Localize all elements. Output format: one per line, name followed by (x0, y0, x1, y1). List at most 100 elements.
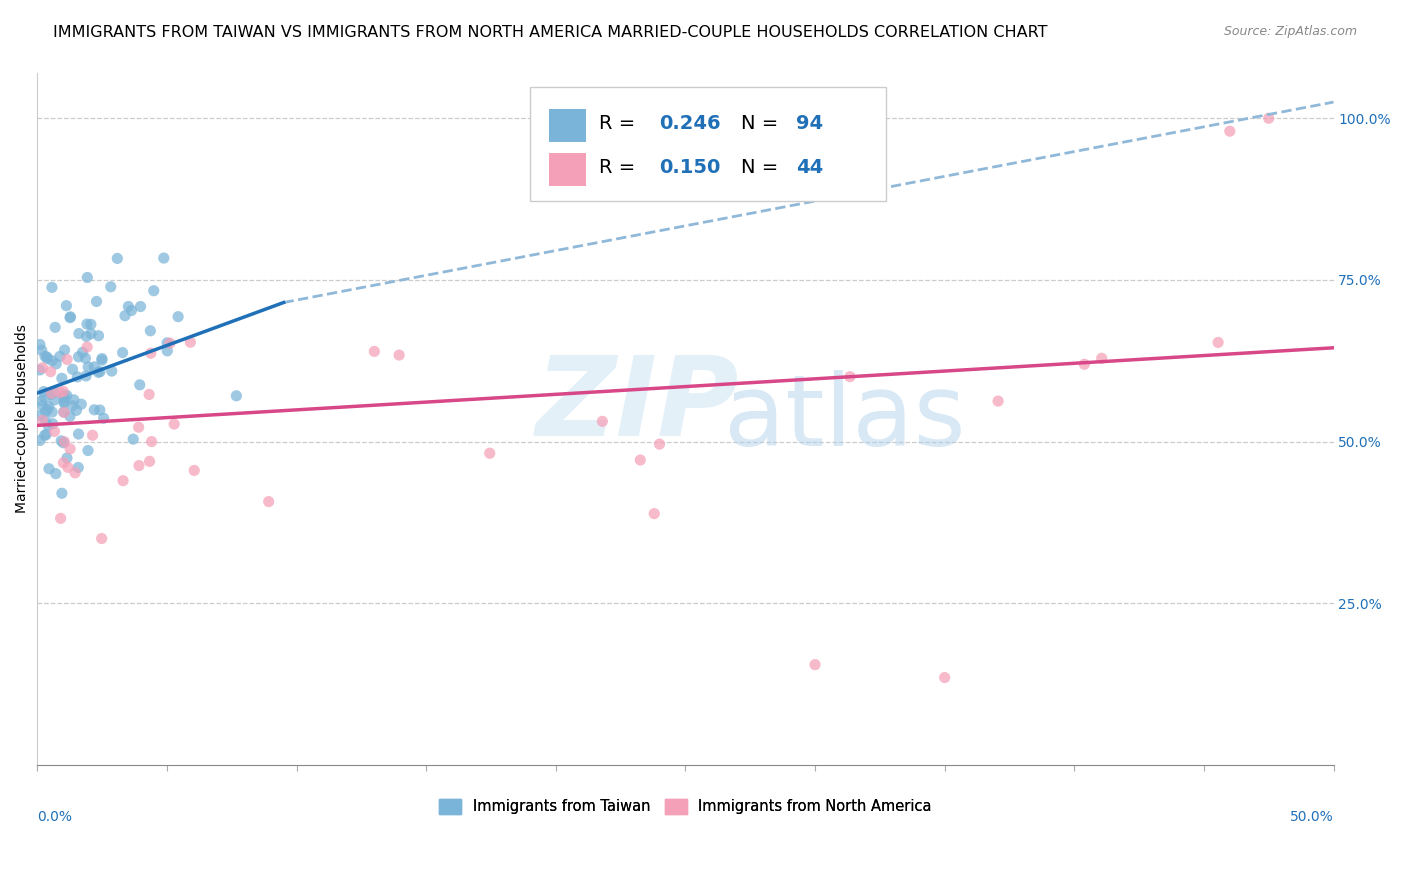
Legend: Immigrants from Taiwan, Immigrants from North America: Immigrants from Taiwan, Immigrants from … (433, 793, 938, 820)
Point (86, 294, 108, 309)
Point (34, 404, 56, 418)
Point (34, 390, 56, 404)
Point (89, 403, 111, 417)
Point (28, 434, 51, 448)
Point (117, 300, 139, 314)
Point (51, 371, 73, 385)
Point (56, 450, 79, 465)
Point (49, 350, 72, 364)
Point (163, 417, 186, 431)
Point (31, 360, 53, 375)
Point (114, 309, 136, 323)
Point (34, 349, 56, 363)
Point (70, 397, 93, 411)
Point (87, 365, 110, 379)
Point (139, 346, 162, 360)
Point (67, 326, 90, 341)
Point (77, 359, 100, 374)
Point (93, 411, 115, 425)
Point (56, 460, 79, 475)
Point (225, 389, 247, 403)
Point (31, 413, 53, 427)
Point (62, 399, 84, 413)
Point (52, 405, 75, 419)
Text: 0.246: 0.246 (659, 114, 721, 133)
Point (76, 340, 98, 354)
Point (82, 428, 104, 442)
Point (31, 343, 53, 358)
Point (75, 351, 97, 366)
Point (111, 345, 134, 359)
Point (37, 418, 59, 433)
Point (129, 300, 152, 314)
Point (76, 317, 98, 331)
Text: N =: N = (741, 114, 785, 133)
Point (44, 320, 66, 334)
Point (35, 350, 58, 364)
Point (37, 351, 59, 366)
Point (65, 403, 87, 417)
Point (63, 392, 86, 407)
Point (142, 284, 165, 298)
Point (56, 352, 79, 367)
Point (934, 671, 956, 685)
Point (38, 400, 60, 414)
Text: atlas: atlas (724, 370, 966, 467)
Point (122, 432, 145, 446)
Point (51, 434, 73, 448)
Point (77, 443, 100, 458)
Point (179, 335, 201, 350)
Point (257, 494, 280, 508)
Point (591, 414, 613, 428)
Point (51, 486, 73, 500)
Point (839, 369, 862, 384)
Point (388, 348, 411, 362)
Point (28, 337, 51, 351)
Point (804, 657, 827, 672)
Point (41, 405, 63, 419)
Point (1206, 335, 1229, 350)
Y-axis label: Married-couple Households: Married-couple Households (15, 325, 30, 513)
Point (1073, 357, 1095, 371)
Text: Source: ZipAtlas.com: Source: ZipAtlas.com (1223, 25, 1357, 38)
Point (159, 336, 181, 351)
Point (45, 467, 67, 481)
Text: 44: 44 (796, 158, 823, 178)
Point (44, 385, 66, 400)
Point (648, 437, 671, 451)
Point (156, 343, 179, 358)
Point (30, 394, 52, 409)
Point (41, 353, 63, 368)
Point (38, 461, 60, 475)
Point (59, 442, 82, 456)
Point (67, 350, 90, 364)
Point (478, 446, 501, 460)
Point (120, 303, 142, 318)
Point (72, 345, 94, 359)
Point (91, 351, 114, 366)
Point (80, 326, 103, 341)
Bar (550, 109, 586, 142)
Point (45, 357, 67, 371)
Point (37, 402, 59, 417)
Point (112, 474, 135, 488)
Point (62, 362, 84, 376)
Point (141, 434, 163, 449)
Point (183, 463, 205, 477)
Text: 0.0%: 0.0% (38, 810, 72, 824)
Point (66, 370, 89, 384)
Point (643, 507, 665, 521)
Text: 94: 94 (796, 114, 823, 133)
Point (152, 251, 174, 265)
Point (80, 318, 103, 332)
Point (89, 365, 111, 379)
Point (628, 453, 651, 467)
Point (1257, 112, 1279, 126)
Point (67, 427, 90, 442)
Point (83, 359, 105, 374)
Text: R =: R = (599, 158, 641, 178)
Point (31, 399, 53, 413)
Point (128, 458, 150, 473)
Text: 50.0%: 50.0% (1289, 810, 1333, 824)
Point (41, 386, 63, 401)
